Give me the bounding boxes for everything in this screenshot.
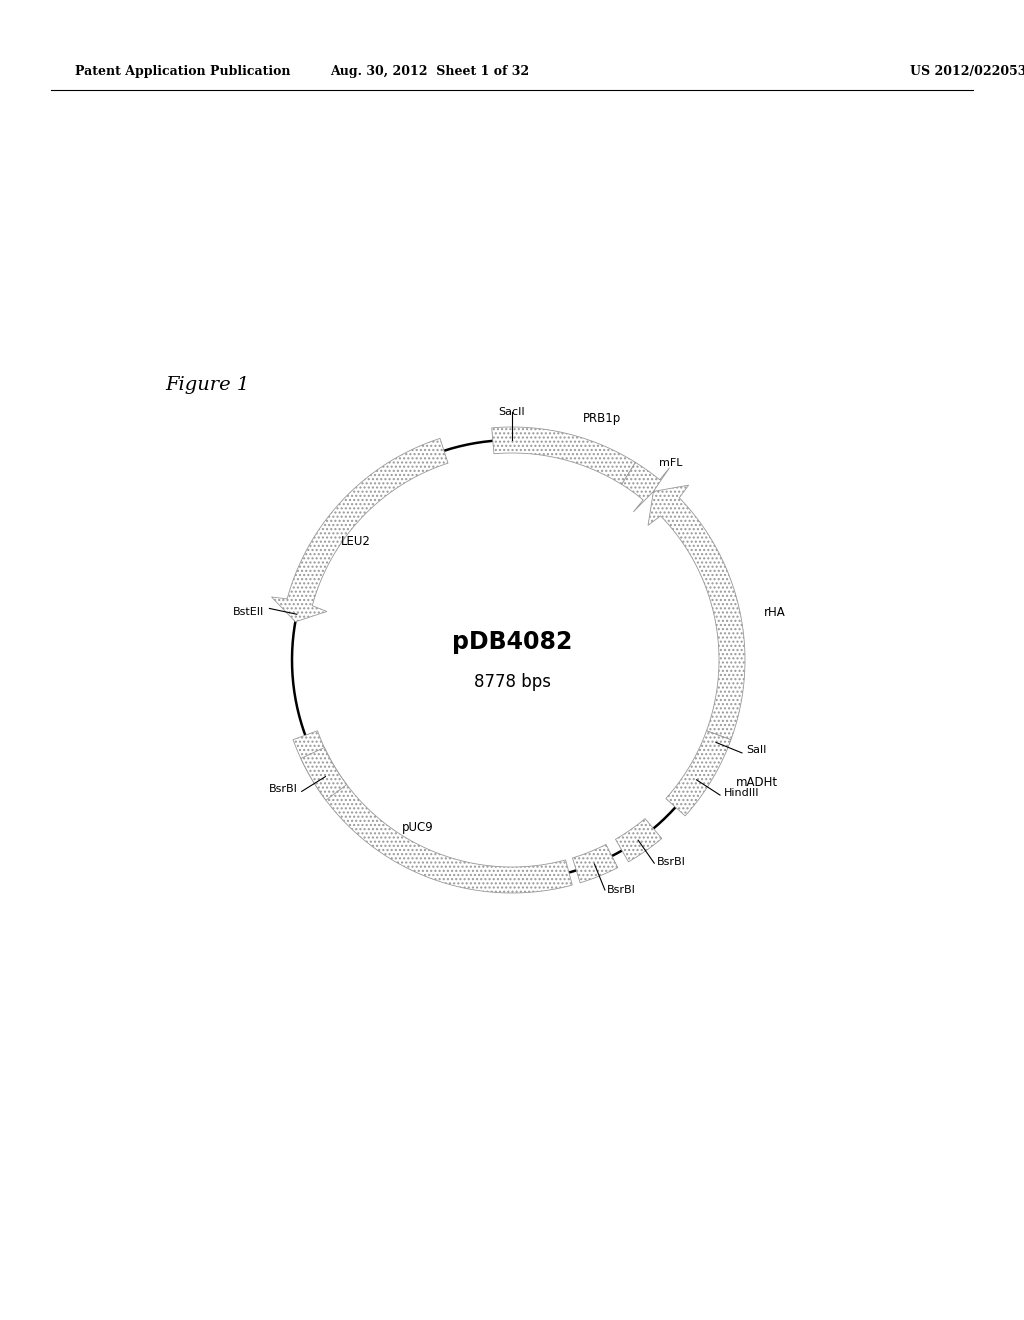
- Text: PRB1p: PRB1p: [583, 412, 622, 425]
- Polygon shape: [666, 731, 731, 816]
- Text: BsrBI: BsrBI: [268, 784, 297, 795]
- Text: BsrBI: BsrBI: [607, 884, 636, 895]
- Polygon shape: [648, 486, 745, 739]
- Text: SacII: SacII: [499, 407, 525, 417]
- Polygon shape: [293, 731, 572, 894]
- Polygon shape: [615, 818, 662, 862]
- Polygon shape: [572, 845, 617, 883]
- Text: rHA: rHA: [764, 606, 786, 619]
- Text: US 2012/0220530 A1: US 2012/0220530 A1: [910, 66, 1024, 78]
- Text: 8778 bps: 8778 bps: [473, 673, 551, 690]
- Text: LEU2: LEU2: [340, 535, 371, 548]
- Text: HindIII: HindIII: [724, 788, 760, 797]
- Polygon shape: [301, 747, 347, 800]
- Text: Figure 1: Figure 1: [165, 376, 249, 393]
- Polygon shape: [622, 462, 670, 512]
- Text: SalI: SalI: [746, 744, 767, 755]
- Text: BstEII: BstEII: [233, 607, 264, 618]
- Text: pUC9: pUC9: [402, 821, 434, 834]
- Text: Aug. 30, 2012  Sheet 1 of 32: Aug. 30, 2012 Sheet 1 of 32: [331, 66, 529, 78]
- Text: Patent Application Publication: Patent Application Publication: [75, 66, 291, 78]
- Text: mFL: mFL: [659, 458, 682, 467]
- Text: BsrBI: BsrBI: [657, 857, 686, 867]
- Text: pDB4082: pDB4082: [452, 630, 572, 653]
- Polygon shape: [271, 438, 449, 622]
- Polygon shape: [492, 426, 636, 484]
- Text: mADHt: mADHt: [735, 776, 777, 789]
